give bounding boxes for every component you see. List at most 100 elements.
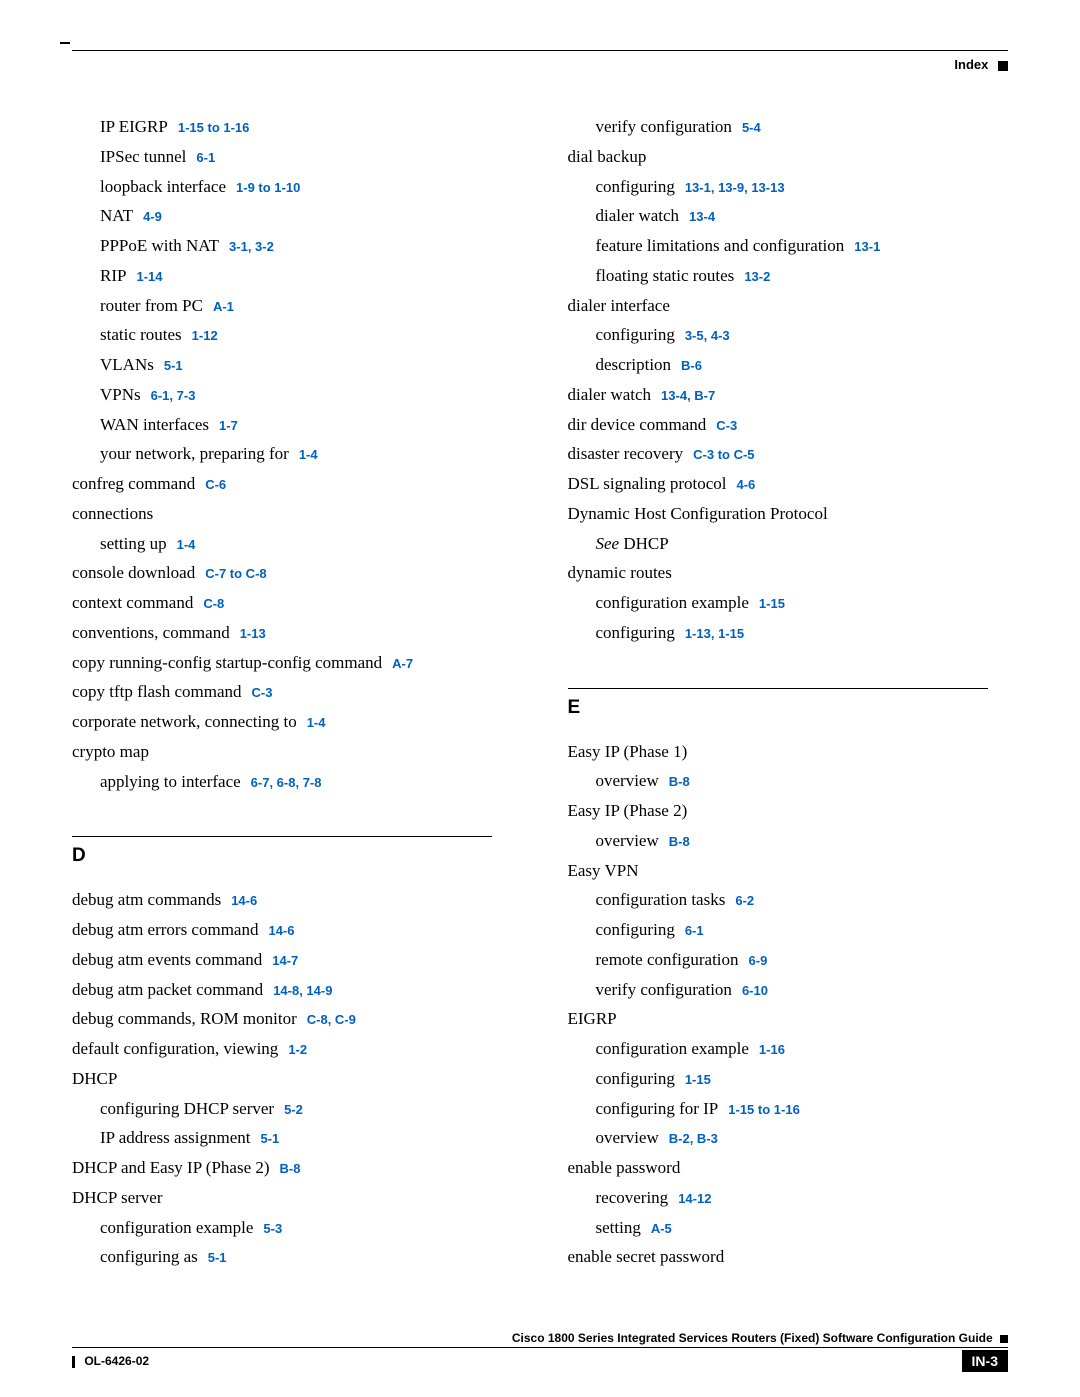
page-ref-link[interactable]: 14-6 — [231, 893, 257, 908]
page-ref-link[interactable]: C-3 — [716, 418, 737, 433]
index-entry: NAT4-9 — [72, 201, 513, 231]
footer-row: OL-6426-02 IN-3 — [72, 1353, 1008, 1369]
page-ref-link[interactable]: 13-1 — [854, 239, 880, 254]
index-entry: dialer watch13-4, B-7 — [568, 380, 1009, 410]
entry-text: dir device command — [568, 415, 707, 434]
page-ref-link[interactable]: 1-4 — [299, 447, 318, 462]
entry-text: configuration example — [596, 593, 749, 612]
index-entry: IP EIGRP1-15 to 1-16 — [72, 112, 513, 142]
entry-text: overview — [596, 831, 659, 850]
page-ref-link[interactable]: 6-1, 7-3 — [151, 388, 196, 403]
index-entry: default configuration, viewing1-2 — [72, 1034, 513, 1064]
page-ref-link[interactable]: 1-14 — [136, 269, 162, 284]
index-entry: overviewB-2, B-3 — [568, 1123, 1009, 1153]
page-ref-link[interactable]: 13-2 — [744, 269, 770, 284]
page-ref-link[interactable]: 14-6 — [268, 923, 294, 938]
page-ref-link[interactable]: 6-2 — [735, 893, 754, 908]
page-ref-link[interactable]: 1-13, 1-15 — [685, 626, 744, 641]
page-ref-link[interactable]: 3-5, 4-3 — [685, 328, 730, 343]
header-rule — [72, 50, 1008, 51]
index-entry: overviewB-8 — [568, 766, 1009, 796]
page-ref-link[interactable]: 13-1, 13-9, 13-13 — [685, 180, 785, 195]
page-ref-link[interactable]: B-8 — [280, 1161, 301, 1176]
entry-text: your network, preparing for — [100, 444, 289, 463]
page-ref-link[interactable]: B-8 — [669, 834, 690, 849]
entry-text: setting up — [100, 534, 167, 553]
page-ref-link[interactable]: A-5 — [651, 1221, 672, 1236]
footer-doc-id: OL-6426-02 — [84, 1354, 149, 1368]
footer-square-icon — [1000, 1335, 1008, 1343]
see-label: See — [596, 534, 620, 553]
index-entry: debug atm packet command 14-8, 14-9 — [72, 975, 513, 1005]
entry-text: IP address assignment — [100, 1128, 250, 1147]
page-ref-link[interactable]: B-6 — [681, 358, 702, 373]
index-entry: configuring13-1, 13-9, 13-13 — [568, 172, 1009, 202]
page-ref-link[interactable]: 5-1 — [208, 1250, 227, 1265]
page-ref-link[interactable]: 13-4, B-7 — [661, 388, 715, 403]
page-ref-link[interactable]: 13-4 — [689, 209, 715, 224]
page-ref-link[interactable]: 14-12 — [678, 1191, 711, 1206]
page-ref-link[interactable]: 6-1 — [196, 150, 215, 165]
page-ref-link[interactable]: 5-1 — [260, 1131, 279, 1146]
page-ref-link[interactable]: A-7 — [392, 656, 413, 671]
index-entry: configuration example 1-15 — [568, 588, 1009, 618]
index-entry: debug atm commands14-6 — [72, 885, 513, 915]
page-ref-link[interactable]: 1-9 to 1-10 — [236, 180, 300, 195]
page-ref-link[interactable]: C-8 — [203, 596, 224, 611]
page-ref-link[interactable]: 4-6 — [736, 477, 755, 492]
page-ref-link[interactable]: 1-15 to 1-16 — [728, 1102, 800, 1117]
page-ref-link[interactable]: 5-3 — [263, 1221, 282, 1236]
index-entry: debug atm events command14-7 — [72, 945, 513, 975]
page-ref-link[interactable]: 1-12 — [192, 328, 218, 343]
entry-text: recovering — [596, 1188, 669, 1207]
page-ref-link[interactable]: C-3 — [252, 685, 273, 700]
entry-text: debug atm packet command — [72, 980, 263, 999]
page-ref-link[interactable]: 3-1, 3-2 — [229, 239, 274, 254]
index-entry: See DHCP — [568, 529, 1009, 559]
page-ref-link[interactable]: 1-4 — [307, 715, 326, 730]
index-entry: console downloadC-7 to C-8 — [72, 558, 513, 588]
entry-text: RIP — [100, 266, 126, 285]
index-entry: configuring DHCP server 5-2 — [72, 1094, 513, 1124]
page-ref-link[interactable]: 1-4 — [177, 537, 196, 552]
entry-text: VLANs — [100, 355, 154, 374]
page-ref-link[interactable]: B-2, B-3 — [669, 1131, 718, 1146]
index-entry: your network, preparing for 1-4 — [72, 439, 513, 469]
page-ref-link[interactable]: 14-8, 14-9 — [273, 983, 332, 998]
section-heading-d: D — [72, 836, 492, 867]
page-ref-link[interactable]: 5-4 — [742, 120, 761, 135]
entry-text: WAN interfaces — [100, 415, 209, 434]
page-ref-link[interactable]: C-3 to C-5 — [693, 447, 754, 462]
page-ref-link[interactable]: 6-1 — [685, 923, 704, 938]
page-ref-link[interactable]: 5-1 — [164, 358, 183, 373]
entry-text: configuring DHCP server — [100, 1099, 274, 1118]
page-ref-link[interactable]: C-6 — [205, 477, 226, 492]
page-ref-link[interactable]: 4-9 — [143, 209, 162, 224]
entry-text: DHCP and Easy IP (Phase 2) — [72, 1158, 270, 1177]
page-ref-link[interactable]: 1-15 — [759, 596, 785, 611]
page-ref-link[interactable]: 5-2 — [284, 1102, 303, 1117]
index-block: IP EIGRP1-15 to 1-16IPSec tunnel6-1loopb… — [72, 112, 513, 796]
page-ref-link[interactable]: C-8, C-9 — [307, 1012, 356, 1027]
entry-text: copy running-config startup-config comma… — [72, 653, 382, 672]
page-ref-link[interactable]: 6-10 — [742, 983, 768, 998]
index-entry: RIP 1-14 — [72, 261, 513, 291]
page-ref-link[interactable]: 1-13 — [240, 626, 266, 641]
page-ref-link[interactable]: 1-15 — [685, 1072, 711, 1087]
index-entry: recovering 14-12 — [568, 1183, 1009, 1213]
index-entry: configuring1-13, 1-15 — [568, 618, 1009, 648]
entry-text: description — [596, 355, 672, 374]
entry-text: enable secret password — [568, 1247, 725, 1266]
page-ref-link[interactable]: 1-2 — [288, 1042, 307, 1057]
page-ref-link[interactable]: A-1 — [213, 299, 234, 314]
page-ref-link[interactable]: 1-16 — [759, 1042, 785, 1057]
index-entry: description B-6 — [568, 350, 1009, 380]
index-entry: Easy IP (Phase 1) — [568, 737, 1009, 767]
page-ref-link[interactable]: B-8 — [669, 774, 690, 789]
page-ref-link[interactable]: 14-7 — [272, 953, 298, 968]
page-ref-link[interactable]: C-7 to C-8 — [205, 566, 266, 581]
page-ref-link[interactable]: 6-9 — [749, 953, 768, 968]
page-ref-link[interactable]: 1-15 to 1-16 — [178, 120, 250, 135]
page-ref-link[interactable]: 6-7, 6-8, 7-8 — [251, 775, 322, 790]
page-ref-link[interactable]: 1-7 — [219, 418, 238, 433]
